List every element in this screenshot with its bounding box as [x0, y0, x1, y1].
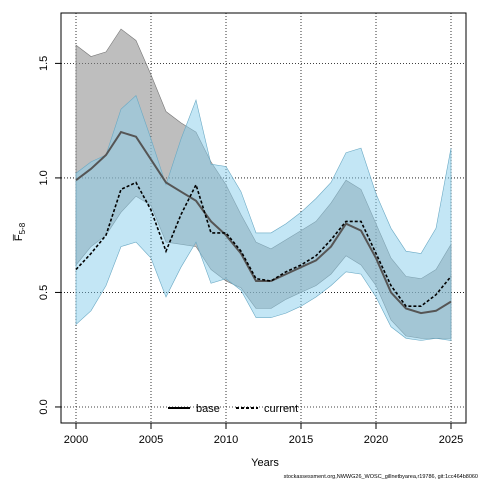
y-axis-label-subscript: 5-8 — [18, 222, 27, 234]
legend: base current — [168, 403, 298, 415]
legend-label-base: base — [196, 403, 220, 415]
x-tick-label: 2020 — [364, 434, 388, 446]
y-axis-label: F̅ — [13, 233, 25, 241]
line-base — [75, 130, 452, 315]
line-current — [75, 181, 452, 308]
footnote: stockassessment.org,NWWG26_WOSC_gillnetb… — [284, 474, 478, 480]
x-tick-label: 2015 — [289, 434, 313, 446]
plot-frame — [60, 12, 467, 424]
band-current — [75, 94, 452, 341]
x-tick-label: 2005 — [139, 434, 163, 446]
y-tick-label: 0.5 — [38, 285, 50, 300]
svg-text:F̅5-8: F̅5-8 — [13, 222, 27, 241]
y-tick-label: 1.5 — [38, 56, 50, 71]
x-axis-label: Years — [251, 457, 279, 469]
x-tick-label: 2025 — [439, 434, 463, 446]
y-tick-label: 0.0 — [38, 399, 50, 414]
y-tick-label: 1.0 — [38, 170, 50, 185]
axis-ticks: 2000 2005 2010 2015 2020 2025 0.0 0.5 1.0 1.5 — [38, 56, 463, 446]
confidence-bands — [75, 28, 452, 341]
x-tick-label: 2010 — [214, 434, 238, 446]
x-tick-label: 2000 — [64, 434, 88, 446]
y-axis-label-group: F̅5-8 — [13, 222, 27, 241]
legend-label-current: current — [264, 403, 298, 415]
series-lines — [75, 130, 452, 315]
